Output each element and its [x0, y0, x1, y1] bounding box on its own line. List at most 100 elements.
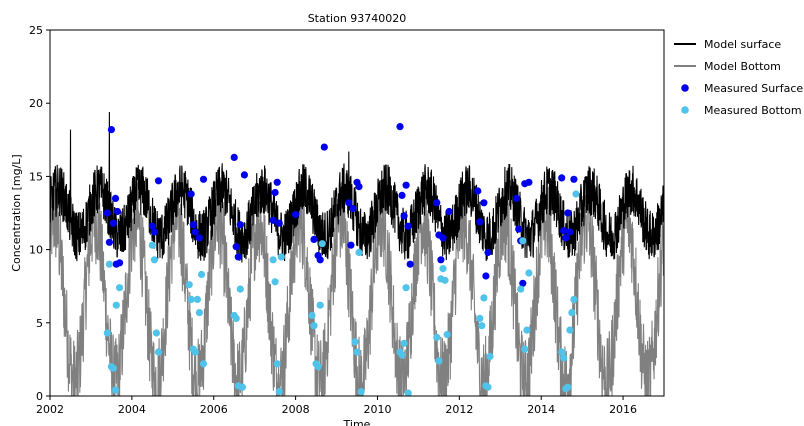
point-measured-bottom	[277, 253, 285, 261]
point-measured-surface	[232, 243, 240, 251]
point-measured-surface	[240, 171, 248, 179]
point-measured-surface	[513, 194, 521, 202]
point-measured-bottom	[150, 256, 158, 264]
point-measured-surface	[116, 259, 124, 267]
point-measured-bottom	[152, 329, 160, 337]
point-measured-bottom	[521, 345, 529, 353]
point-measured-bottom	[148, 241, 156, 249]
point-measured-bottom	[560, 354, 568, 362]
point-measured-surface	[445, 207, 453, 216]
point-measured-surface	[404, 222, 412, 230]
point-measured-bottom	[353, 348, 361, 356]
y-axis: 0 5 10 15 20 25	[29, 24, 50, 403]
point-measured-bottom	[478, 322, 486, 330]
point-measured-bottom	[525, 269, 533, 277]
point-measured-surface	[109, 219, 117, 227]
point-measured-surface	[437, 256, 445, 264]
point-measured-surface	[316, 256, 324, 264]
point-measured-surface	[269, 216, 277, 224]
point-measured-bottom	[197, 270, 206, 279]
x-tick-label: 2008	[282, 403, 310, 416]
point-measured-surface	[320, 143, 328, 151]
point-measured-surface	[347, 241, 355, 249]
plot-area	[50, 111, 664, 396]
x-tick-label: 2014	[527, 403, 555, 416]
point-measured-bottom	[310, 322, 318, 330]
y-tick-label: 5	[36, 317, 43, 330]
point-measured-bottom	[517, 285, 525, 293]
x-tick-label: 2002	[36, 403, 64, 416]
x-axis-label: Time	[343, 418, 371, 426]
point-measured-surface	[105, 238, 113, 246]
x-tick-label: 2010	[363, 403, 391, 416]
point-measured-bottom	[273, 360, 281, 368]
point-measured-bottom	[435, 357, 443, 365]
point-measured-surface	[484, 248, 492, 257]
point-measured-bottom	[351, 338, 359, 346]
point-measured-bottom	[109, 364, 117, 372]
point-measured-surface	[150, 228, 158, 236]
point-measured-bottom	[112, 301, 120, 309]
legend-swatch	[681, 84, 689, 92]
point-measured-bottom	[193, 295, 201, 303]
plot-frame	[49, 29, 665, 397]
point-measured-bottom	[441, 276, 449, 284]
point-measured-bottom	[486, 352, 494, 361]
y-tick-label: 15	[29, 170, 43, 183]
point-measured-surface	[515, 225, 523, 233]
point-measured-bottom	[187, 295, 195, 303]
point-measured-surface	[562, 234, 570, 242]
point-measured-bottom	[318, 240, 326, 248]
point-measured-surface	[199, 175, 208, 183]
point-measured-bottom	[476, 314, 484, 322]
point-measured-bottom	[572, 190, 580, 198]
chart-title: Station 93740020	[308, 12, 407, 25]
point-measured-surface	[439, 234, 447, 242]
point-measured-bottom	[191, 348, 199, 356]
point-measured-bottom	[355, 248, 363, 257]
point-measured-surface	[406, 260, 414, 268]
legend-label: Model Bottom	[704, 60, 781, 73]
point-measured-surface	[402, 181, 410, 189]
point-measured-bottom	[519, 237, 527, 245]
point-measured-surface	[349, 205, 357, 213]
point-measured-surface	[519, 279, 527, 287]
legend-label: Model surface	[704, 38, 781, 51]
point-measured-bottom	[308, 311, 316, 320]
point-measured-surface	[111, 194, 120, 202]
point-measured-surface	[148, 222, 156, 230]
point-measured-surface	[195, 234, 203, 242]
point-measured-bottom	[111, 386, 120, 394]
y-tick-label: 20	[29, 97, 43, 110]
point-measured-surface	[474, 187, 482, 195]
point-measured-surface	[273, 178, 281, 186]
point-measured-surface	[400, 212, 408, 220]
point-measured-bottom	[439, 265, 447, 273]
point-measured-bottom	[568, 309, 576, 317]
point-measured-surface	[275, 219, 283, 227]
y-axis-label: Concentration [mg/L]	[10, 154, 23, 271]
point-measured-surface	[271, 188, 279, 197]
point-measured-bottom	[236, 285, 244, 293]
point-measured-bottom	[484, 383, 492, 391]
point-measured-surface	[310, 235, 318, 243]
point-measured-bottom	[566, 326, 574, 334]
point-measured-bottom	[398, 351, 406, 359]
point-measured-bottom	[199, 360, 208, 368]
point-measured-surface	[566, 228, 574, 236]
point-measured-bottom	[357, 388, 365, 396]
y-tick-label: 25	[29, 24, 43, 37]
x-axis: 2002 2004 2006 2008 2010 2012 2014 2016	[36, 396, 637, 416]
point-measured-bottom	[558, 348, 566, 356]
point-measured-bottom	[185, 281, 193, 289]
point-measured-bottom	[238, 383, 246, 391]
point-measured-bottom	[570, 295, 578, 303]
point-measured-bottom	[275, 388, 283, 396]
point-measured-surface	[154, 177, 163, 185]
legend-label: Measured Surface	[704, 82, 803, 95]
point-measured-bottom	[103, 329, 111, 337]
point-measured-surface	[480, 199, 488, 207]
point-measured-surface	[189, 221, 197, 229]
y-tick-label: 0	[36, 390, 43, 403]
